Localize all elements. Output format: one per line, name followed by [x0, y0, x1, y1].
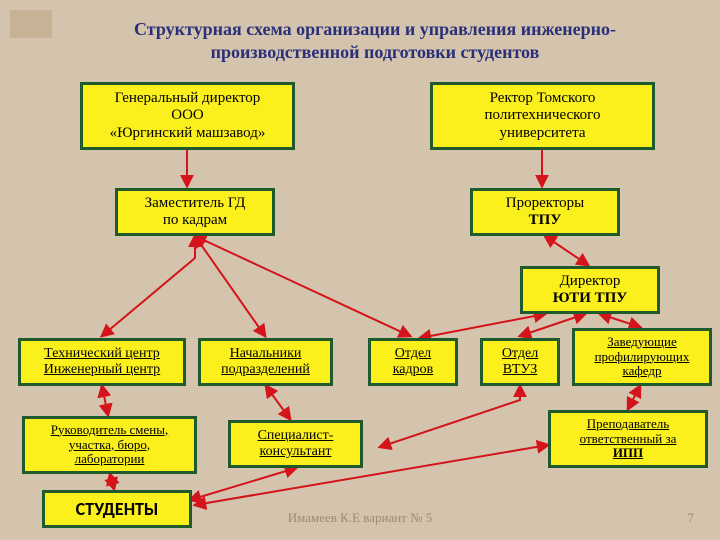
- diagram-title: Структурная схема организации и управлен…: [60, 18, 690, 63]
- node-otdelkadrov: Отделкадров: [368, 338, 458, 386]
- node-nachal: Начальникиподразделений: [198, 338, 333, 386]
- node-diruti: ДиректорЮТИ ТПУ: [520, 266, 660, 314]
- node-prepod: Преподавательответственный заИПП: [548, 410, 708, 468]
- node-zamgd: Заместитель ГДпо кадрам: [115, 188, 275, 236]
- corner-accent: [10, 10, 52, 38]
- node-rector: Ректор Томскогополитехническогоуниверсит…: [430, 82, 655, 150]
- node-zaved: Заведующиепрофилирующихкафедр: [572, 328, 712, 386]
- footer-text: Имамеев К.Е вариант № 5: [0, 510, 720, 526]
- node-rukov: Руководитель смены,участка, бюро,лаборат…: [22, 416, 197, 474]
- node-techcenter: Технический центрИнженерный центр: [18, 338, 186, 386]
- node-gendir: Генеральный директорООО«Юргинский машзав…: [80, 82, 295, 150]
- node-specialist: Специалист-консультант: [228, 420, 363, 468]
- node-otdelvtuz: ОтделВТУЗ: [480, 338, 560, 386]
- page-number: 7: [688, 510, 695, 526]
- node-prorect: ПроректорыТПУ: [470, 188, 620, 236]
